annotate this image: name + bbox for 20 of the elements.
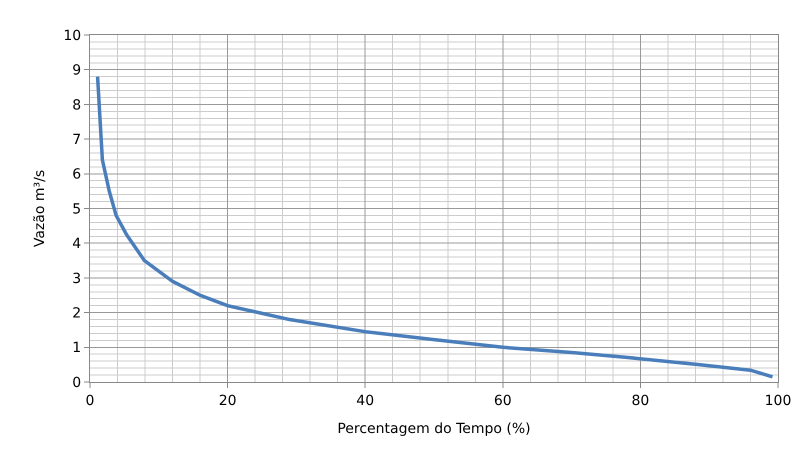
x-tick-label: 60 bbox=[494, 392, 512, 409]
y-tick-label: 1 bbox=[72, 340, 82, 356]
x-tick-label: 100 bbox=[764, 392, 792, 409]
x-tick-label: 40 bbox=[356, 392, 374, 409]
x-axis-title: Percentagem do Tempo (%) bbox=[337, 421, 531, 438]
x-tick-label: 20 bbox=[218, 392, 237, 409]
y-tick-label: 0 bbox=[72, 374, 82, 391]
y-tick-label: 7 bbox=[72, 132, 82, 148]
y-tick-label: 3 bbox=[72, 270, 82, 287]
y-tick-label: 9 bbox=[72, 62, 82, 79]
x-tick-label: 0 bbox=[86, 392, 94, 409]
y-tick-label: 8 bbox=[72, 97, 82, 114]
y-axis-title: Vazão m³/s bbox=[32, 170, 48, 248]
y-tick-label: 4 bbox=[72, 236, 82, 252]
y-tick-label: 10 bbox=[63, 28, 82, 44]
line-series bbox=[96, 74, 774, 379]
y-tick-label: 6 bbox=[72, 166, 82, 183]
x-tick-label: 80 bbox=[631, 392, 650, 409]
y-tick-label: 5 bbox=[72, 201, 82, 218]
y-tick-label: 2 bbox=[72, 306, 82, 322]
